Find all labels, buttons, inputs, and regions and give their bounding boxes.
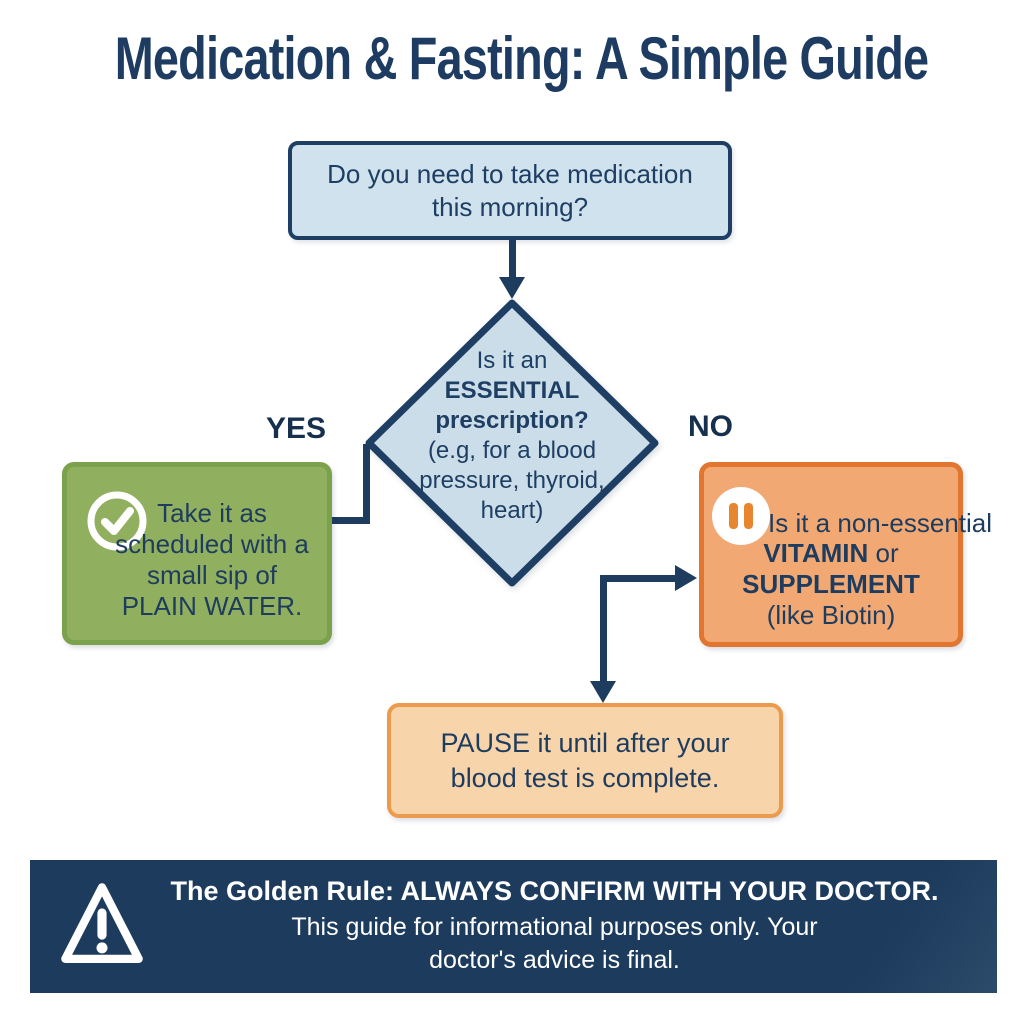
flow-node-take-medication [62, 462, 332, 645]
pause-bar-right [744, 503, 753, 529]
golden-rule-text-block: The Golden Rule: ALWAYS CONFIRM WITH YOU… [146, 876, 997, 977]
decision-line-1: Is it an [476, 347, 548, 374]
decision-detail: (e.g, for a blood pressure, thyroid, hea… [419, 437, 605, 524]
page-title: Medication & Fasting: A Simple Guide [0, 24, 1024, 93]
start-question-text: Do you need to take medication this morn… [327, 158, 693, 222]
pause-result-text: PAUSE it until after your blood test is … [440, 727, 730, 793]
connector-no-horizontal [600, 575, 676, 582]
decision-line-2: ESSENTIAL [444, 377, 580, 404]
decision-line-3: prescription? [435, 407, 589, 434]
biotin-example: (like Biotin) [766, 600, 896, 630]
vitamin-line-2: VITAMIN or [704, 538, 958, 569]
yes-branch-label: YES [266, 412, 327, 445]
connector-decision-to-yes-horizontal [330, 517, 370, 524]
vitamin-or: or [868, 538, 899, 568]
no-branch-label: NO [688, 410, 733, 443]
page-title-text: Medication & Fasting: A Simple Guide [114, 25, 929, 92]
warning-triangle-icon [58, 878, 146, 975]
connector-no-vertical [600, 575, 607, 682]
arrowhead-down-icon [499, 277, 525, 299]
flow-node-pause-result: PAUSE it until after your blood test is … [387, 703, 783, 818]
decision-diamond-text: Is it an ESSENTIAL prescription? (e.g, f… [377, 346, 647, 526]
flow-node-start-question: Do you need to take medication this morn… [288, 141, 732, 240]
arrowhead-down-icon-2 [590, 681, 616, 703]
connector-start-to-decision [509, 240, 516, 280]
decision-diamond [365, 299, 659, 587]
vitamin-word: VITAMIN [763, 538, 869, 568]
pause-bar-left [729, 503, 738, 529]
pause-circle-icon [712, 487, 770, 545]
take-medication-text: Take it as scheduled with a small sip of… [115, 498, 309, 621]
supplement-word: SUPPLEMENT [742, 569, 920, 599]
golden-rule-banner: The Golden Rule: ALWAYS CONFIRM WITH YOU… [30, 860, 997, 993]
vitamin-question-rest: VITAMIN or SUPPLEMENT (like Biotin) [704, 538, 958, 631]
arrowhead-right-icon [675, 565, 697, 591]
golden-rule-headline: The Golden Rule: ALWAYS CONFIRM WITH YOU… [170, 876, 939, 906]
vitamin-question-line1: Is it a non-essential [768, 508, 993, 538]
golden-rule-disclaimer: This guide for informational purposes on… [291, 913, 818, 974]
check-circle-icon [86, 490, 148, 557]
connector-decision-to-yes-vertical [363, 444, 370, 524]
